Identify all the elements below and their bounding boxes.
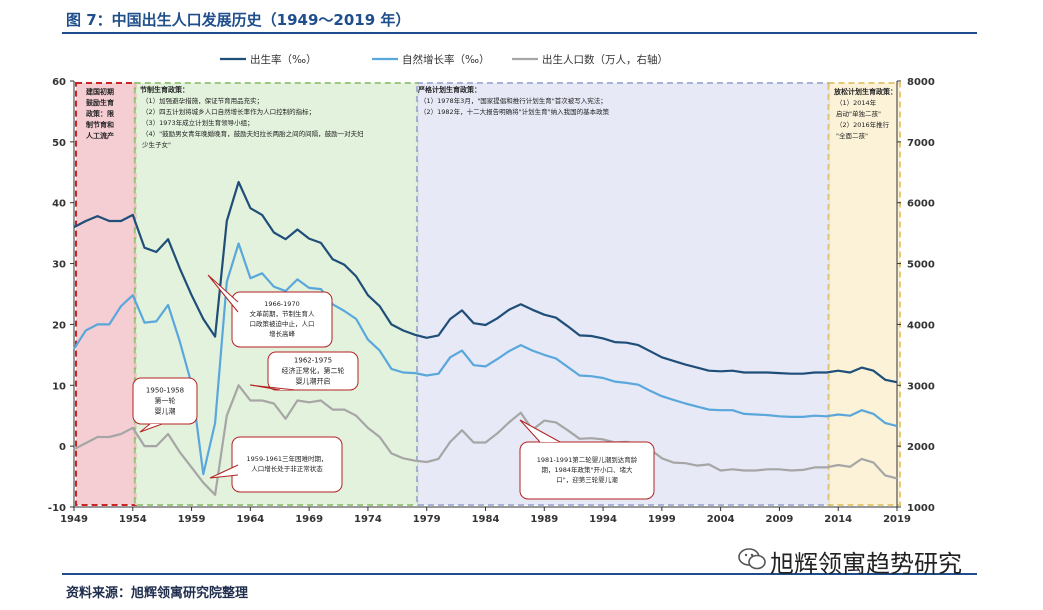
x-tick-label: 2019	[883, 514, 911, 525]
x-tick-label: 1974	[354, 514, 382, 525]
era-band	[75, 82, 137, 506]
callout-1962-text: 经济正常化，第二轮	[282, 366, 345, 375]
legend-label: 出生率（‰）	[250, 53, 317, 66]
era2-line: （3）1973年成立计划生育领导小组；	[142, 118, 254, 127]
y-tick-label-left: 40	[52, 199, 66, 210]
era4-line: 启动"单独二孩"	[836, 109, 881, 118]
callout-1959-pointer	[209, 464, 239, 479]
y-tick-label-left: 60	[52, 77, 66, 88]
callout-1962-text: 婴儿潮开启	[296, 376, 331, 385]
era4-line: （2）2016年推行	[836, 120, 890, 129]
y-tick-label-right: 7000	[907, 138, 935, 149]
x-tick-label: 2014	[824, 514, 852, 525]
x-tick-label: 1979	[413, 514, 441, 525]
y-tick-label-right: 3000	[907, 381, 935, 392]
callout-1981-text: 期，1984年政策"开小口、堵大	[541, 465, 633, 474]
x-tick-label: 2009	[766, 514, 794, 525]
era1-label: 人工流产	[86, 131, 114, 140]
era2-line: （4）"鼓励男女青年晚婚晚育，鼓励夫妇拉长两胎之间的间隔，鼓励一对夫妇	[142, 129, 364, 138]
era3-line: （2）1982年，十二大报告明确将"计划生育"纳入我国的基本政策	[420, 107, 610, 116]
era1-label: 政策：限	[86, 109, 115, 118]
x-tick-label: 1989	[530, 514, 558, 525]
births-line	[73, 384, 898, 496]
era4-line: "全面二孩"	[836, 131, 868, 140]
callout-1981-text: 1981-1991第二轮婴儿潮到达育龄	[537, 455, 638, 464]
y-tick-label-left: 30	[52, 260, 66, 271]
era-band	[415, 82, 831, 506]
callout-1981-box	[519, 441, 655, 500]
y-tick-label-right: 4000	[907, 320, 935, 331]
birth-population-chart: -10 0 10 20 30 40 50 60 1000 2000 3000 4000 5000 6000…	[48, 53, 935, 525]
era3-line: （1）1978年3月，"国家提倡和推行计划生育"首次被写入宪法；	[420, 96, 607, 105]
callout-1966-pointer	[207, 274, 239, 313]
birth-rate-line	[73, 180, 898, 384]
era2-title: 节制生育政策：	[140, 85, 189, 94]
callout-1962-text: 1962-1975	[294, 356, 332, 364]
legend-label: 出生人口数（万人，右轴）	[542, 53, 668, 66]
callout-1959-text: 1959-1961三年困难时期，	[247, 454, 328, 463]
callout-1959-box	[231, 436, 343, 493]
watermark: 旭辉领寓趋势研究	[770, 550, 962, 578]
x-tick-label: 1954	[119, 514, 147, 525]
x-tick-label: 1949	[60, 514, 88, 525]
x-tick-label: 1959	[178, 514, 206, 525]
y-tick-label-left: 20	[52, 320, 66, 331]
era1-label: 制节育和	[86, 120, 114, 129]
y-tick-label-left: 50	[52, 138, 66, 149]
callout-1950-pointer	[139, 423, 163, 433]
era2-line: （2）四五计划将城乡人口自然增长率作为人口控制的指标；	[142, 107, 315, 116]
source-note: 资料来源：旭辉领寓研究院整理	[66, 586, 249, 601]
callout-1966-text: 1966-1970	[264, 300, 299, 308]
era1-label: 建国初期	[86, 87, 114, 96]
callout-1966-text: 增长高峰	[269, 329, 296, 338]
era2-line: 少生子女"	[142, 140, 171, 149]
footer-rule	[62, 573, 977, 575]
wechat-icon	[738, 548, 766, 570]
callout-1959-text: 人口增长处于非正常状态	[251, 464, 323, 473]
callout-1966-text: 口政策被迫中止，人口	[250, 319, 315, 328]
era-band	[827, 82, 902, 506]
natural-growth-line	[73, 242, 898, 476]
callout-1962-pointer	[249, 384, 296, 391]
callout-1981-text: 口"，迎第三轮婴儿潮	[556, 475, 618, 484]
x-tick-label: 1984	[472, 514, 500, 525]
era2-line: （1）加强避孕措施，保证节育用品充实；	[142, 96, 263, 105]
y-tick-label-right: 2000	[907, 442, 935, 453]
callout-1950-text: 婴儿潮	[155, 406, 176, 415]
callout-1966-box	[231, 291, 333, 348]
callout-1966-text: 文革前期，节制生育人	[250, 309, 316, 318]
y-tick-label-right: 5000	[907, 260, 935, 271]
era4-title: 放松计划生育政策：	[833, 87, 897, 96]
x-tick-label: 2004	[707, 514, 735, 525]
era1-label: 鼓励生育	[86, 98, 114, 107]
callout-1962-box	[267, 351, 359, 391]
y-tick-label-right: 8000	[907, 77, 935, 88]
y-tick-label-right: 6000	[907, 199, 935, 210]
legend-label: 自然增长率（‰）	[402, 53, 490, 66]
y-tick-label-left: 0	[59, 442, 66, 453]
callout-1950-box	[132, 377, 198, 425]
x-tick-label: 1994	[589, 514, 617, 525]
y-tick-label-right: 1000	[907, 503, 935, 514]
x-tick-label: 1964	[236, 514, 264, 525]
x-tick-label: 1969	[295, 514, 323, 525]
callout-1981-pointer	[519, 419, 561, 443]
era3-title: 严格计划生育政策：	[417, 85, 481, 94]
y-tick-label-left: 10	[52, 381, 66, 392]
y-tick-label-left: -10	[48, 503, 66, 514]
callout-1950-text: 第一轮	[155, 396, 176, 405]
era4-line: （1）2014年	[836, 98, 877, 107]
x-tick-label: 1999	[648, 514, 676, 525]
figure-title: 图 7：中国出生人口发展历史（1949～2019 年）	[66, 11, 411, 29]
callout-1950-text: 1950-1958	[146, 386, 184, 394]
title-rule	[62, 32, 977, 34]
